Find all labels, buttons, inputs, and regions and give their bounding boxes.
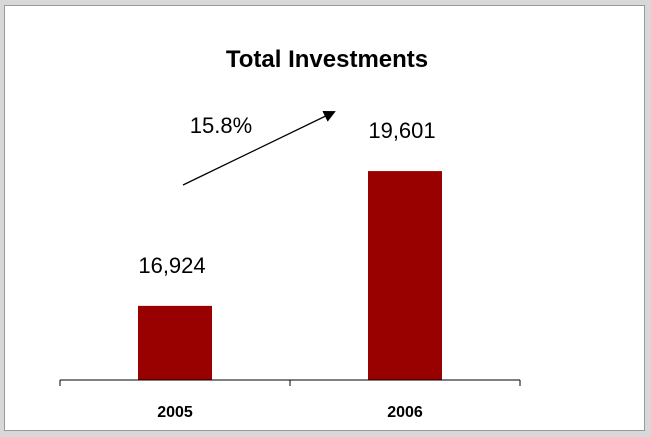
value-label-group: 16,924 19,601: [138, 118, 435, 278]
bar-group: [138, 171, 442, 380]
bar-2006: [368, 171, 442, 380]
x-tick-label-2006: 2006: [387, 404, 423, 421]
chart-title: Total Investments: [226, 46, 428, 73]
growth-annotation: 15.8%: [190, 113, 252, 138]
x-tick-label-2005: 2005: [157, 404, 193, 421]
x-axis-ticks: [59, 380, 521, 386]
data-label-2005: 16,924: [138, 253, 205, 278]
data-label-2006: 19,601: [368, 118, 435, 143]
bar-2005: [138, 305, 212, 380]
chart-panel: [4, 5, 645, 431]
x-axis-tick-labels: 2005 2006: [157, 404, 423, 421]
growth-arrow: [182, 110, 336, 186]
